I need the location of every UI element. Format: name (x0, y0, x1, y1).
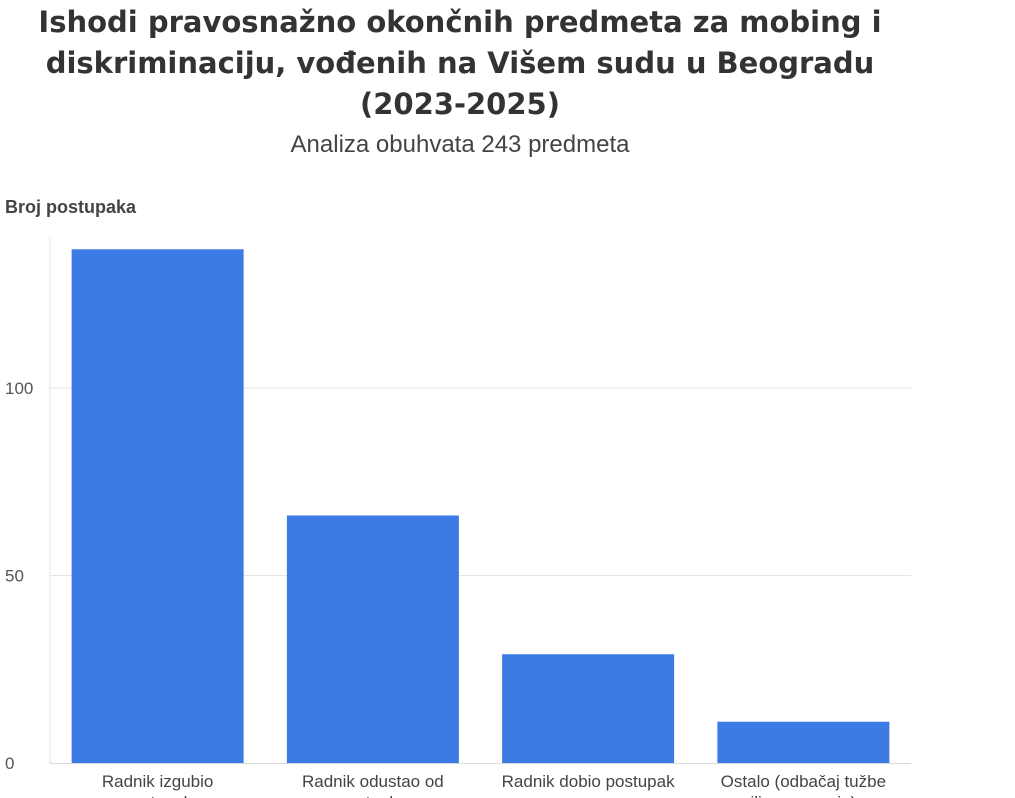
y-tick-label: 100 (5, 379, 33, 398)
chart-title: Ishodi pravosnažno okončnih predmeta za … (38, 5, 882, 121)
x-tick-label: Radnik izgubiopostupak (102, 772, 214, 798)
bar (717, 721, 890, 763)
y-tick-label: 50 (5, 567, 24, 586)
bar (502, 654, 675, 763)
bar (286, 515, 459, 763)
x-tick-label: Radnik dobio postupak (502, 772, 675, 791)
y-axis-title: Broj postupaka (5, 197, 137, 217)
bar (71, 249, 244, 763)
x-tick-label: Ostalo (odbačaj tužbeili poravnanje) (721, 772, 886, 798)
x-tick-label: Radnik odustao odpostupka (302, 772, 444, 798)
y-tick-label: 0 (5, 754, 14, 773)
chart-subtitle: Analiza obuhvata 243 predmeta (290, 131, 630, 158)
